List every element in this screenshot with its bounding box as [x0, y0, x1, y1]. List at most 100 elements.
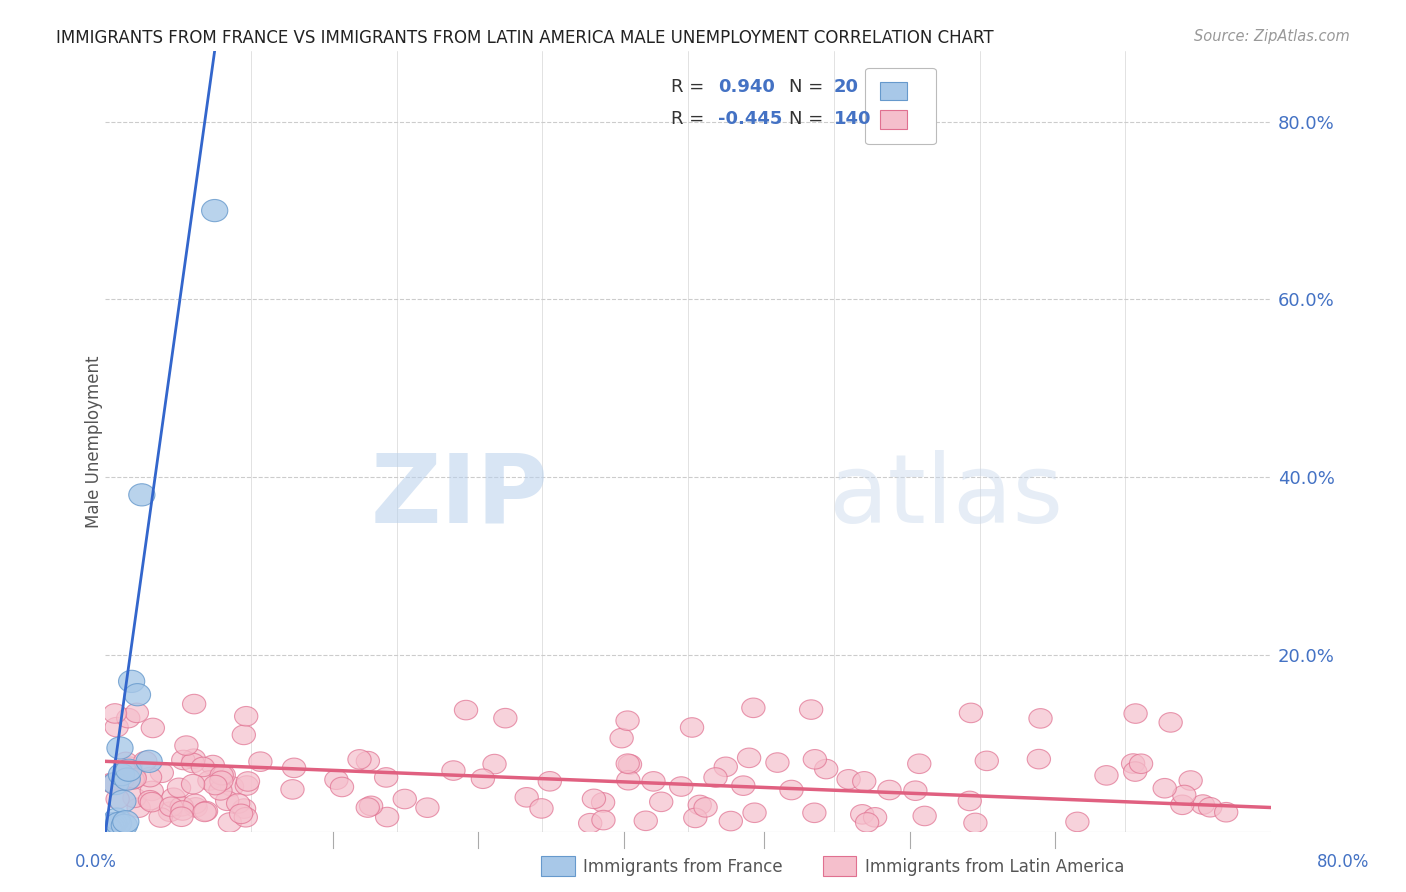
Ellipse shape — [681, 718, 703, 738]
Ellipse shape — [766, 753, 789, 772]
Ellipse shape — [232, 725, 256, 745]
Ellipse shape — [650, 792, 673, 812]
Ellipse shape — [688, 795, 711, 814]
Ellipse shape — [125, 703, 149, 723]
Ellipse shape — [281, 780, 304, 799]
Ellipse shape — [592, 793, 614, 813]
Ellipse shape — [183, 749, 205, 769]
Ellipse shape — [803, 749, 827, 769]
Ellipse shape — [1066, 812, 1090, 831]
Ellipse shape — [619, 755, 641, 774]
Ellipse shape — [1171, 795, 1194, 814]
Ellipse shape — [863, 807, 887, 827]
Ellipse shape — [101, 773, 125, 793]
Ellipse shape — [105, 717, 128, 737]
Text: -0.445: -0.445 — [718, 110, 783, 128]
Ellipse shape — [738, 748, 761, 768]
Text: R =: R = — [671, 110, 710, 128]
Ellipse shape — [122, 789, 146, 807]
Text: ZIP: ZIP — [370, 450, 548, 542]
Ellipse shape — [229, 804, 253, 823]
Ellipse shape — [118, 670, 145, 692]
Ellipse shape — [96, 817, 121, 839]
Ellipse shape — [201, 200, 228, 222]
Ellipse shape — [908, 754, 931, 773]
Ellipse shape — [108, 764, 135, 786]
Text: 20: 20 — [834, 78, 859, 95]
Ellipse shape — [138, 767, 162, 787]
Ellipse shape — [616, 754, 640, 773]
Ellipse shape — [1215, 803, 1237, 822]
Ellipse shape — [582, 789, 606, 809]
Ellipse shape — [97, 819, 122, 841]
Ellipse shape — [416, 798, 439, 817]
Ellipse shape — [852, 772, 876, 791]
Ellipse shape — [98, 816, 124, 838]
Ellipse shape — [249, 752, 271, 772]
Ellipse shape — [181, 753, 204, 772]
Ellipse shape — [115, 759, 142, 781]
Ellipse shape — [221, 777, 243, 797]
Ellipse shape — [683, 808, 707, 828]
Ellipse shape — [441, 761, 465, 780]
Ellipse shape — [159, 797, 183, 816]
Text: 140: 140 — [834, 110, 872, 128]
Ellipse shape — [641, 772, 665, 791]
Ellipse shape — [191, 757, 215, 777]
Ellipse shape — [235, 776, 259, 796]
Ellipse shape — [714, 757, 737, 777]
Ellipse shape — [471, 769, 495, 789]
Ellipse shape — [330, 777, 354, 797]
Ellipse shape — [184, 797, 207, 817]
Ellipse shape — [912, 806, 936, 826]
Ellipse shape — [617, 771, 640, 790]
Ellipse shape — [170, 797, 194, 816]
Ellipse shape — [904, 780, 927, 800]
Ellipse shape — [1123, 762, 1147, 781]
Ellipse shape — [212, 765, 235, 785]
Ellipse shape — [120, 764, 142, 783]
Ellipse shape — [742, 698, 765, 717]
Ellipse shape — [235, 706, 257, 726]
Ellipse shape — [121, 770, 145, 789]
Ellipse shape — [201, 756, 225, 775]
Ellipse shape — [360, 796, 382, 815]
Ellipse shape — [1122, 754, 1144, 773]
Ellipse shape — [1153, 779, 1177, 798]
Ellipse shape — [181, 774, 205, 794]
Ellipse shape — [283, 758, 305, 778]
Ellipse shape — [105, 813, 132, 835]
Ellipse shape — [1029, 708, 1052, 728]
Ellipse shape — [1159, 713, 1182, 732]
Ellipse shape — [104, 808, 131, 830]
Ellipse shape — [1198, 797, 1222, 817]
Ellipse shape — [105, 789, 129, 809]
Ellipse shape — [851, 805, 875, 824]
Ellipse shape — [877, 780, 901, 800]
Ellipse shape — [394, 789, 416, 809]
Ellipse shape — [124, 683, 150, 706]
Ellipse shape — [141, 792, 163, 812]
Ellipse shape — [127, 798, 150, 817]
Ellipse shape — [134, 751, 157, 771]
Ellipse shape — [235, 807, 257, 827]
Ellipse shape — [100, 773, 122, 793]
Ellipse shape — [1173, 785, 1197, 805]
Ellipse shape — [110, 790, 136, 813]
Ellipse shape — [100, 814, 125, 837]
Text: 0.940: 0.940 — [718, 78, 775, 95]
Ellipse shape — [226, 794, 250, 814]
Ellipse shape — [215, 791, 239, 811]
Ellipse shape — [454, 700, 478, 720]
Ellipse shape — [111, 771, 134, 789]
Ellipse shape — [198, 771, 221, 790]
Ellipse shape — [204, 775, 226, 795]
Ellipse shape — [162, 788, 186, 807]
Text: Source: ZipAtlas.com: Source: ZipAtlas.com — [1194, 29, 1350, 44]
Ellipse shape — [236, 772, 260, 791]
Ellipse shape — [578, 814, 602, 833]
Ellipse shape — [208, 780, 232, 800]
Text: Immigrants from France: Immigrants from France — [583, 858, 783, 876]
Ellipse shape — [1180, 771, 1202, 790]
Ellipse shape — [159, 802, 181, 822]
